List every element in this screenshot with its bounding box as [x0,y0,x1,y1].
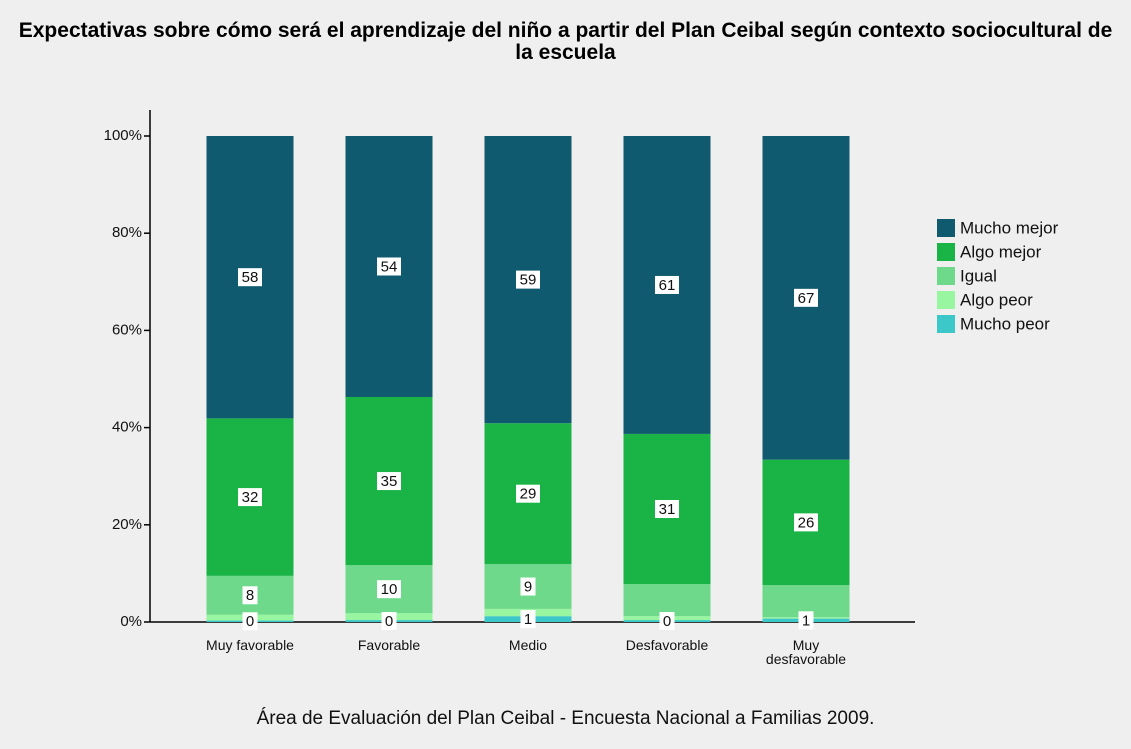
data-label: 10 [381,581,398,598]
data-label: 58 [242,269,259,286]
legend-label: Mucho mejor [960,218,1059,237]
legend-label: Igual [960,266,997,285]
y-tick-label: 80% [112,224,142,241]
bar-segment [623,584,711,617]
data-label: 59 [520,272,537,289]
label-box [655,500,679,519]
label-box [377,257,401,276]
label-box [242,612,258,631]
label-box [238,268,262,287]
x-tick-label: Muy desfavorable [765,637,847,667]
legend-swatch [937,291,955,309]
chart-title: Expectativas sobre cómo será el aprendiz… [18,19,1113,64]
label-box [520,610,536,629]
x-tick-label: Favorable [357,637,421,653]
data-label: 54 [381,258,398,275]
legend-swatch [937,219,955,237]
x-tick-label: Muy favorable [206,637,294,653]
label-box [381,612,397,631]
legend-swatch [937,243,955,261]
label-box [520,577,536,596]
label-box [794,513,818,532]
legend-label: Mucho peor [960,314,1050,333]
label-box [659,612,675,631]
y-tick-label: 0% [120,613,142,630]
data-label: 32 [242,489,259,506]
data-label: 9 [524,578,532,595]
data-label: 31 [659,501,676,518]
data-label: 0 [663,613,671,630]
label-box [516,270,540,289]
label-box [516,484,540,503]
y-tick-label: 40% [112,419,142,436]
legend-swatch [937,315,955,333]
x-tick-label: Desfavorable [625,637,709,653]
y-tick-label: 100% [104,127,142,144]
label-box [238,488,262,507]
label-box [794,288,818,307]
label-box [377,580,401,599]
legend-swatch [937,267,955,285]
legend-label: Algo peor [960,290,1033,309]
y-tick-label: 60% [112,321,142,338]
data-label: 1 [802,612,810,629]
data-label: 1 [524,611,532,628]
data-label: 8 [246,587,254,604]
y-tick-label: 20% [112,516,142,533]
label-box [377,472,401,491]
data-label: 0 [385,613,393,630]
data-label: 35 [381,473,398,490]
legend-label: Algo mejor [960,242,1042,261]
data-label: 0 [246,613,254,630]
data-label: 61 [659,277,676,294]
x-tick-label: Medio [508,637,548,653]
data-label: 29 [520,486,537,503]
label-box [655,275,679,294]
label-box [242,586,258,605]
data-label: 26 [798,514,815,531]
label-box [798,611,814,630]
source-note: Área de Evaluación del Plan Ceibal - Enc… [256,708,875,729]
data-label: 67 [798,290,815,307]
